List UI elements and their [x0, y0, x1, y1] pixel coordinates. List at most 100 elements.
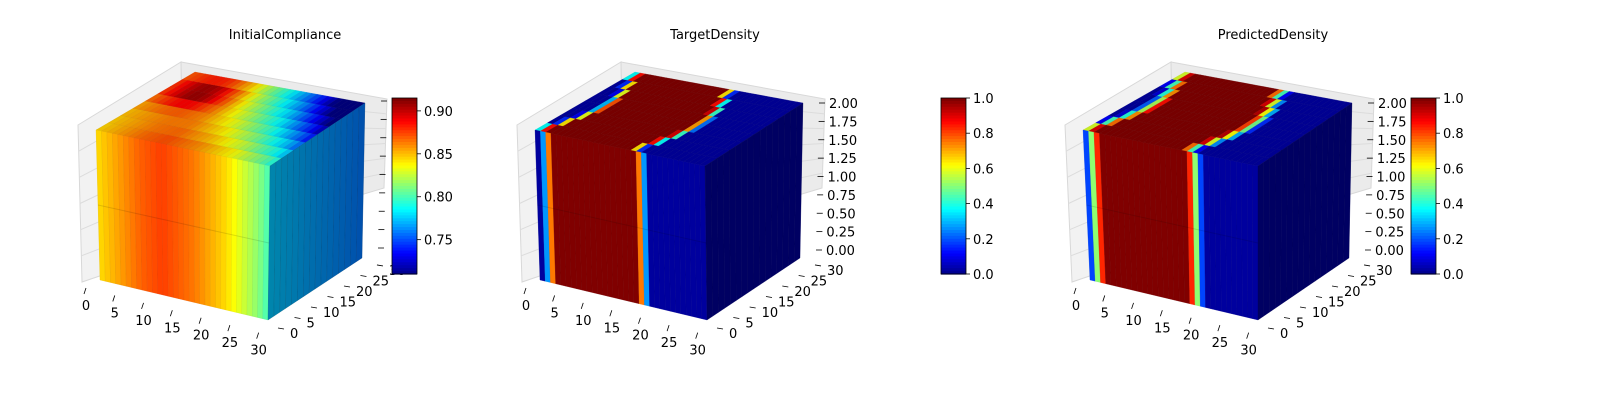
colorbar-segment	[941, 121, 966, 125]
colorbar-segment	[1411, 200, 1436, 205]
x-tick-label: 25	[222, 336, 239, 351]
y-tick-mark	[1363, 264, 1371, 267]
face-seam	[537, 204, 707, 244]
colorbar-segment	[941, 230, 966, 234]
x-tick-mark	[638, 317, 641, 324]
chart-title: PredictedDensity	[1218, 28, 1329, 43]
colorbar-segment	[392, 109, 417, 114]
colorbar-segment	[941, 130, 966, 134]
colorbar-segment	[392, 215, 417, 219]
colorbar-segment	[1411, 118, 1436, 123]
colorbar-segment	[1411, 109, 1436, 114]
colorbar-segment	[392, 206, 417, 211]
colorbar-segment	[1411, 244, 1436, 249]
colorbar: 0.75 0.80 0.85 0.90	[391, 97, 453, 275]
x-tick-mark	[552, 295, 555, 302]
colorbar-segment	[1411, 183, 1436, 187]
z-tick-label: 0.00	[826, 244, 855, 259]
chart-title: InitialCompliance	[229, 28, 342, 43]
y-tick-mark	[716, 327, 724, 330]
colorbar-segment	[1411, 130, 1436, 134]
voxel-right-cell	[355, 102, 366, 263]
colorbar-segment	[941, 177, 966, 181]
voxel-right-cell	[1280, 146, 1288, 305]
y-tick-mark	[749, 306, 756, 309]
colorbar-segment	[941, 150, 966, 155]
colorbar-segment	[941, 115, 966, 120]
z-tick-label: 0.50	[827, 207, 856, 222]
colorbar-segment	[392, 221, 417, 225]
y-tick-mark	[1267, 327, 1275, 330]
colorbar-segment	[941, 253, 966, 257]
y-tick-label: 15	[778, 295, 795, 310]
colorbar-segment	[941, 224, 966, 228]
colorbar-segment	[1411, 142, 1436, 146]
colorbar-segment	[941, 212, 966, 216]
colorbar-segment	[941, 200, 966, 205]
colorbar-segment	[1411, 112, 1436, 117]
colorbar-segment	[941, 147, 966, 152]
y-tick-mark	[277, 327, 285, 330]
y-tick-label: 10	[762, 306, 779, 321]
x-tick-label: 20	[632, 329, 649, 344]
colorbar-segment	[1411, 188, 1436, 193]
colorbar-segment	[941, 109, 966, 114]
colorbar-segment	[392, 127, 417, 131]
colorbar-segment	[1411, 100, 1436, 105]
colorbar-segment	[392, 159, 417, 164]
colorbar-segment	[392, 98, 417, 102]
voxel-right-cell	[717, 153, 725, 313]
colorbar-tick-label: 0.4	[973, 198, 994, 213]
voxel-right-cell	[747, 134, 755, 294]
voxel-right-cell	[1269, 153, 1276, 313]
colorbar-segment	[1411, 98, 1436, 102]
y-tick-label: 5	[306, 316, 314, 331]
x-tick-label: 10	[1125, 314, 1142, 329]
colorbar-segment	[941, 203, 966, 208]
colorbar-segment	[1411, 191, 1436, 196]
colorbar-segment	[392, 271, 417, 275]
colorbar-segment	[941, 250, 966, 255]
x-tick-label: 0	[522, 299, 530, 314]
colorbar-tick-label: 0.0	[973, 268, 994, 283]
colorbar-segment	[392, 168, 417, 172]
voxel-right-cell	[723, 149, 731, 309]
colorbar-segment	[392, 203, 417, 208]
x-tick-mark	[141, 302, 144, 309]
z-tick-label: 0.50	[1376, 207, 1405, 222]
x-tick-label: 5	[550, 306, 558, 321]
colorbar-segment	[941, 241, 966, 246]
x-tick-label: 0	[82, 299, 90, 314]
x-tick-mark	[695, 332, 699, 339]
x-tick-mark	[112, 295, 116, 302]
colorbar-segment	[941, 227, 966, 231]
colorbar-tick-label: 0.90	[424, 105, 453, 120]
colorbar-tick-label: 1.0	[973, 92, 994, 107]
colorbar-segment	[392, 227, 417, 231]
colorbar-segment	[392, 218, 417, 222]
colorbar-segment	[1411, 230, 1436, 234]
colorbar-segment	[1411, 150, 1436, 155]
x-tick-label: 25	[1212, 336, 1229, 351]
x-tick-label: 10	[575, 314, 592, 329]
x-tick-mark	[580, 302, 584, 309]
colorbar-segment	[392, 265, 417, 269]
colorbar-segment	[941, 238, 966, 243]
z-tick-label: 0.00	[1375, 244, 1404, 259]
colorbar-segment	[392, 121, 417, 125]
colorbar-segment	[1411, 232, 1436, 237]
colorbar-segment	[392, 200, 417, 205]
colorbar-segment	[1411, 238, 1436, 243]
colorbar-segment	[392, 191, 417, 196]
colorbar-segment	[392, 177, 417, 181]
z-tick-label: 2.00	[829, 97, 858, 112]
x-tick-mark	[198, 317, 202, 324]
colorbar-segment	[941, 180, 966, 184]
colorbar-segment	[941, 232, 966, 237]
colorbar-segment	[392, 259, 417, 263]
colorbar-segment	[941, 156, 966, 161]
y-tick-mark	[310, 306, 318, 309]
